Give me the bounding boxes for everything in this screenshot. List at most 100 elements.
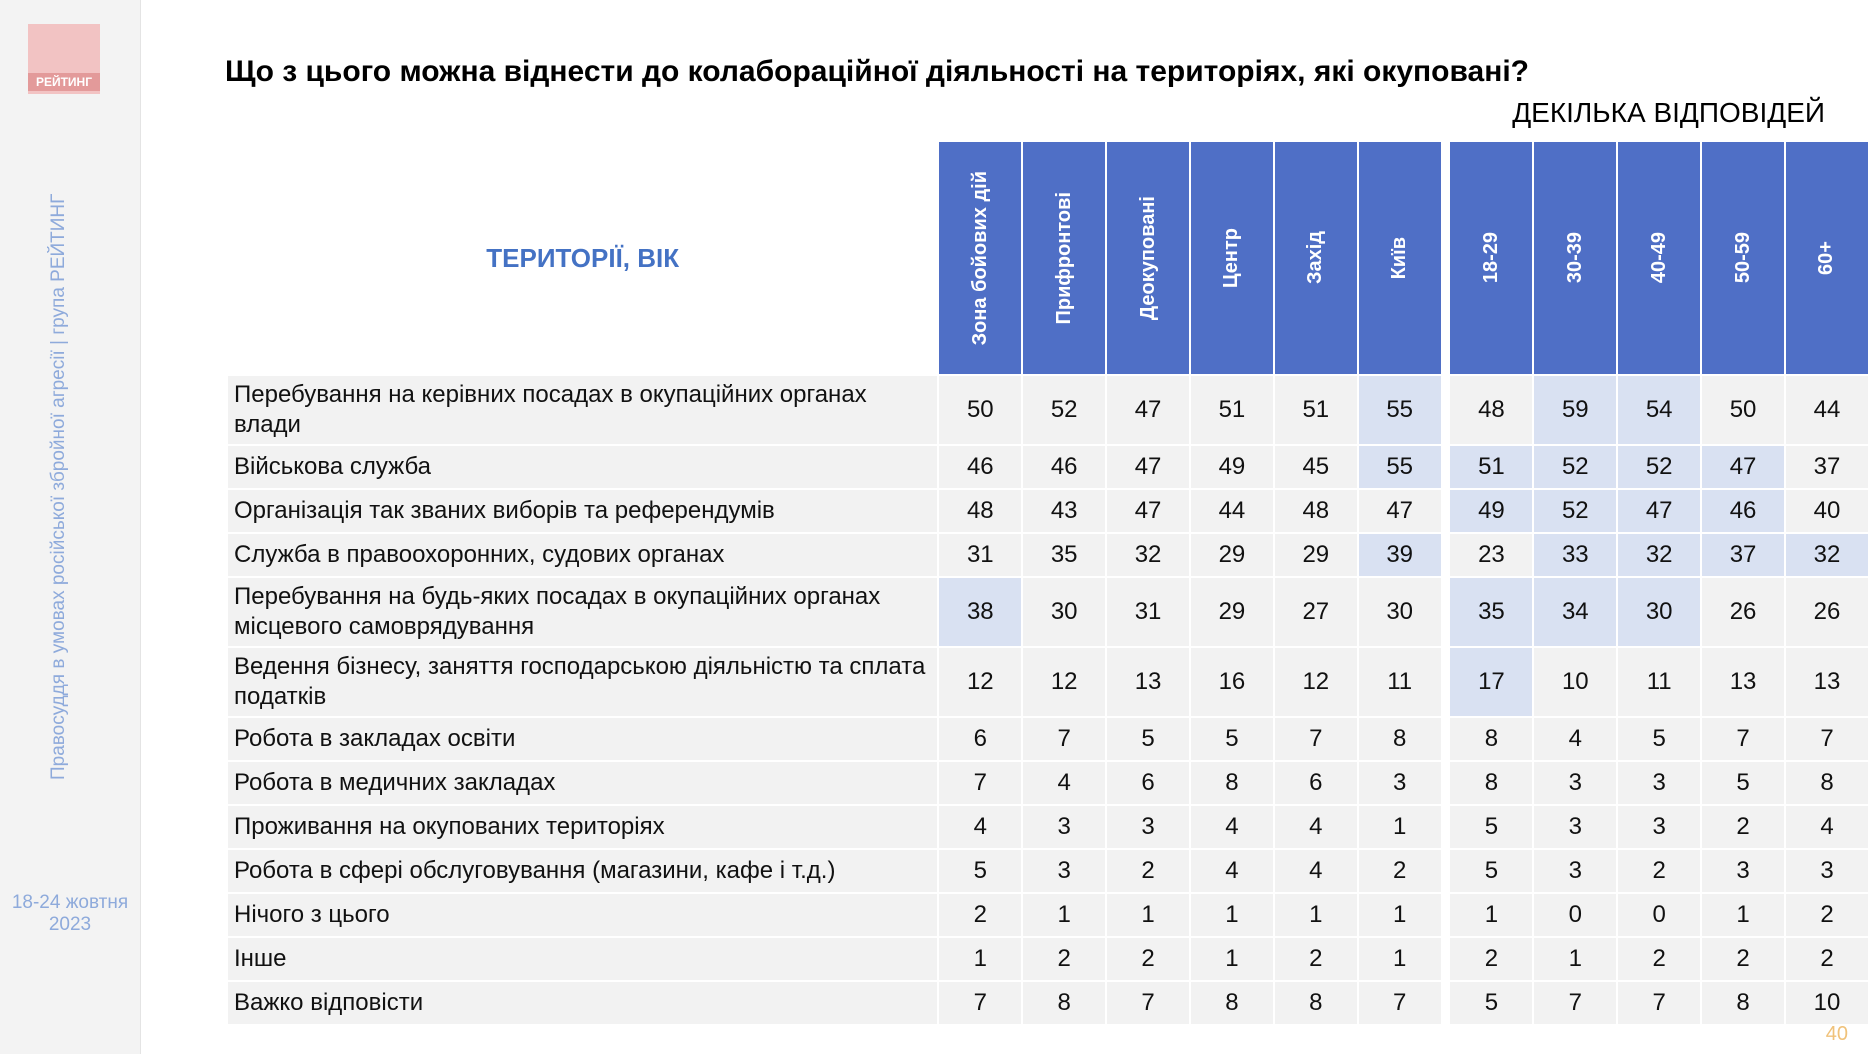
group-gap xyxy=(1442,938,1449,980)
cell: 2 xyxy=(1450,938,1533,980)
column-label: 50-59 xyxy=(1731,232,1754,284)
cell: 1 xyxy=(1358,894,1441,936)
cell: 1 xyxy=(1107,894,1189,936)
row-label: Робота в закладах освіти xyxy=(228,718,938,760)
cell: 26 xyxy=(1702,578,1784,646)
cell: 49 xyxy=(1190,446,1273,488)
cell: 2 xyxy=(939,894,1022,936)
column-label: Київ xyxy=(1388,236,1411,280)
cell: 49 xyxy=(1450,490,1533,532)
cell: 4 xyxy=(1274,850,1357,892)
cell: 1 xyxy=(1358,938,1441,980)
cell: 48 xyxy=(1450,376,1533,444)
cell: 4 xyxy=(1785,806,1868,848)
cell: 29 xyxy=(1274,534,1357,576)
cell: 10 xyxy=(1785,982,1868,1024)
cell: 1 xyxy=(1190,894,1273,936)
column-label: Зона бойових дій xyxy=(968,170,991,346)
logo: РЕЙТИНГ xyxy=(28,24,100,94)
group-gap xyxy=(1442,648,1449,716)
sidebar-caption: Правосуддя в умовах російської збройної … xyxy=(48,193,69,780)
cell: 1 xyxy=(1534,938,1617,980)
cell: 4 xyxy=(1190,806,1273,848)
column-header: 50-59 xyxy=(1702,142,1784,374)
cell: 52 xyxy=(1534,490,1617,532)
column-header: 18-29 xyxy=(1450,142,1533,374)
cell: 8 xyxy=(1190,982,1273,1024)
cell: 8 xyxy=(1023,982,1106,1024)
cell: 1 xyxy=(1450,894,1533,936)
group-gap xyxy=(1442,718,1449,760)
cell: 52 xyxy=(1534,446,1617,488)
cell: 8 xyxy=(1274,982,1357,1024)
cell: 55 xyxy=(1358,376,1441,444)
cell: 3 xyxy=(1618,762,1701,804)
cell: 47 xyxy=(1107,446,1189,488)
cell: 31 xyxy=(1107,578,1189,646)
cell: 44 xyxy=(1785,376,1868,444)
column-label: Деокуповані xyxy=(1136,195,1159,321)
cell: 8 xyxy=(1450,718,1533,760)
cell: 2 xyxy=(1785,894,1868,936)
cell: 7 xyxy=(939,762,1022,804)
cell: 30 xyxy=(1358,578,1441,646)
cell: 50 xyxy=(1702,376,1784,444)
table-row: Важко відповісти 7 8 7 8 8 7 5 7 7 8 10 xyxy=(228,982,1868,1024)
cell: 8 xyxy=(1450,762,1533,804)
row-label: Нічого з цього xyxy=(228,894,938,936)
cell: 31 xyxy=(939,534,1022,576)
page-number: 40 xyxy=(1825,1023,1848,1045)
row-label: Проживання на окупованих територіях xyxy=(228,806,938,848)
table-row: Ведення бізнесу, заняття господарською д… xyxy=(228,648,1868,716)
cell: 1 xyxy=(1190,938,1273,980)
cell: 47 xyxy=(1107,490,1189,532)
group-gap xyxy=(1443,142,1449,374)
cell: 35 xyxy=(1450,578,1533,646)
cell: 3 xyxy=(1107,806,1189,848)
cell: 4 xyxy=(1274,806,1357,848)
cell: 38 xyxy=(939,578,1022,646)
corner-header: ТЕРИТОРІЇ, ВІК xyxy=(228,142,938,374)
subtitle: ДЕКІЛЬКА ВІДПОВІДЕЙ xyxy=(1512,97,1825,128)
cell: 52 xyxy=(1023,376,1106,444)
cell: 39 xyxy=(1358,534,1441,576)
cell: 2 xyxy=(1358,850,1441,892)
table-row: Військова служба 46 46 47 49 45 55 51 52 52 47 37 xyxy=(228,446,1868,488)
group-gap xyxy=(1442,982,1449,1024)
table-row: Робота в закладах освіти 6 7 5 5 7 8 8 4 5 7 7 xyxy=(228,718,1868,760)
column-header: Захід xyxy=(1274,142,1357,374)
column-label: 60+ xyxy=(1815,241,1838,275)
column-label: 18-29 xyxy=(1479,232,1502,284)
cell: 12 xyxy=(1274,648,1357,716)
cell: 51 xyxy=(1190,376,1273,444)
table-row: Інше 1 2 2 1 2 1 2 1 2 2 2 xyxy=(228,938,1868,980)
cell: 3 xyxy=(1534,850,1617,892)
column-header: Зона бойових дій xyxy=(939,142,1022,374)
column-label: Захід xyxy=(1304,231,1327,285)
cell: 29 xyxy=(1190,534,1273,576)
table-row: Робота в сфері обслуговування (магазини,… xyxy=(228,850,1868,892)
cell: 2 xyxy=(1618,850,1701,892)
column-header: Деокуповані xyxy=(1107,142,1189,374)
header-row: ТЕРИТОРІЇ, ВІК Зона бойових дій Прифронтов… xyxy=(228,142,1868,374)
cell: 7 xyxy=(1023,718,1106,760)
table-row: Робота в медичних закладах 7 4 6 8 6 3 8 3 3 5 8 xyxy=(228,762,1868,804)
cell: 47 xyxy=(1702,446,1784,488)
group-gap xyxy=(1442,446,1449,488)
cell: 4 xyxy=(939,806,1022,848)
cell: 3 xyxy=(1358,762,1441,804)
cell: 5 xyxy=(939,850,1022,892)
group-gap xyxy=(1442,376,1449,444)
cell: 13 xyxy=(1107,648,1189,716)
cell: 48 xyxy=(1274,490,1357,532)
cell: 7 xyxy=(1618,982,1701,1024)
cell: 59 xyxy=(1534,376,1617,444)
cell: 27 xyxy=(1274,578,1357,646)
cell: 29 xyxy=(1190,578,1273,646)
column-label: Центр xyxy=(1220,227,1243,289)
cell: 7 xyxy=(939,982,1022,1024)
cell: 23 xyxy=(1450,534,1533,576)
cell: 3 xyxy=(1023,850,1106,892)
cell: 1 xyxy=(939,938,1022,980)
table-row: Перебування на будь-яких посадах в окупа… xyxy=(228,578,1868,646)
